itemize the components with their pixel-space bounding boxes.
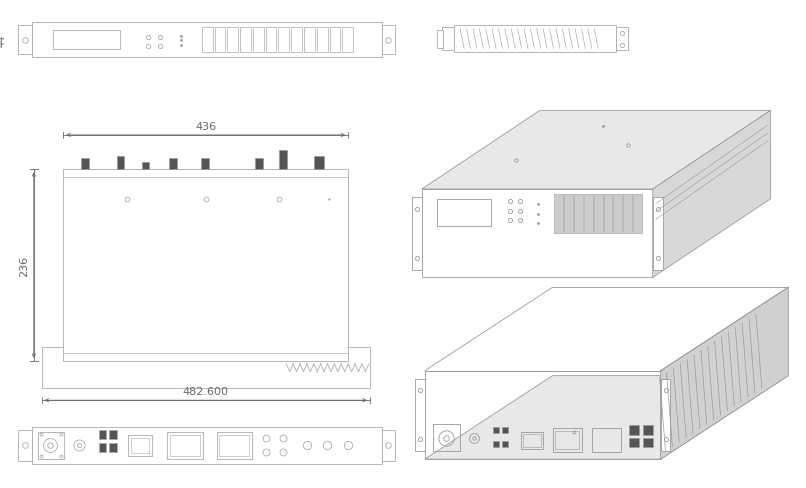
Bar [280, 150, 287, 170]
Bar [170, 435, 200, 456]
Bar [63, 170, 348, 361]
Text: 44: 44 [0, 35, 6, 47]
Bar [412, 198, 422, 270]
Bar [266, 28, 276, 53]
Bar [31, 427, 381, 464]
Bar [118, 156, 124, 170]
Bar [455, 26, 617, 53]
Bar [661, 379, 671, 451]
Bar [594, 195, 603, 234]
Bar [437, 200, 491, 227]
Bar [128, 435, 152, 456]
Bar [381, 430, 395, 461]
Bar [553, 428, 582, 452]
Bar [643, 438, 653, 447]
Bar [240, 28, 251, 53]
Bar [253, 28, 264, 53]
Bar [330, 28, 340, 53]
Bar [98, 430, 106, 439]
Bar [142, 163, 149, 170]
Bar [433, 424, 460, 451]
Bar [629, 438, 639, 447]
Polygon shape [422, 111, 771, 189]
Bar [415, 379, 425, 451]
Polygon shape [422, 189, 653, 278]
Bar [131, 438, 149, 453]
Text: 482.600: 482.600 [183, 386, 229, 396]
Bar [564, 195, 573, 234]
Bar [314, 156, 324, 170]
Bar [227, 28, 238, 53]
Bar [201, 158, 209, 170]
Bar [521, 432, 542, 449]
Text: 236: 236 [19, 255, 29, 276]
Bar [584, 195, 592, 234]
Bar [168, 432, 203, 459]
Bar [633, 195, 642, 234]
Bar [343, 28, 353, 53]
Bar [604, 195, 613, 234]
Bar [81, 158, 89, 170]
Bar [18, 26, 31, 55]
Bar [110, 430, 118, 439]
Bar [617, 28, 628, 51]
Bar [317, 28, 327, 53]
Polygon shape [425, 371, 661, 459]
Bar [574, 195, 583, 234]
Polygon shape [425, 376, 788, 459]
Bar [291, 28, 302, 53]
Bar [442, 28, 455, 51]
Bar [381, 26, 395, 55]
Bar [42, 347, 370, 388]
Polygon shape [661, 287, 788, 459]
Bar [613, 195, 622, 234]
Bar [623, 195, 632, 234]
Bar [53, 31, 120, 50]
Bar [31, 23, 381, 58]
Bar [219, 435, 249, 456]
Polygon shape [653, 111, 771, 278]
Bar [278, 28, 289, 53]
Bar [555, 431, 579, 449]
Bar [523, 434, 541, 447]
Bar [592, 428, 621, 452]
Bar [202, 28, 213, 53]
Bar [98, 444, 106, 452]
Bar [38, 432, 64, 459]
Bar [217, 432, 252, 459]
Bar [629, 425, 639, 435]
Bar [110, 444, 118, 452]
Bar [304, 28, 315, 53]
Bar [169, 158, 177, 170]
Bar [643, 425, 653, 435]
Text: 436: 436 [195, 122, 216, 132]
Bar [255, 158, 263, 170]
Bar [653, 198, 663, 270]
Bar [18, 430, 31, 461]
Bar [437, 31, 443, 48]
Bar [214, 28, 226, 53]
Bar [555, 195, 563, 234]
